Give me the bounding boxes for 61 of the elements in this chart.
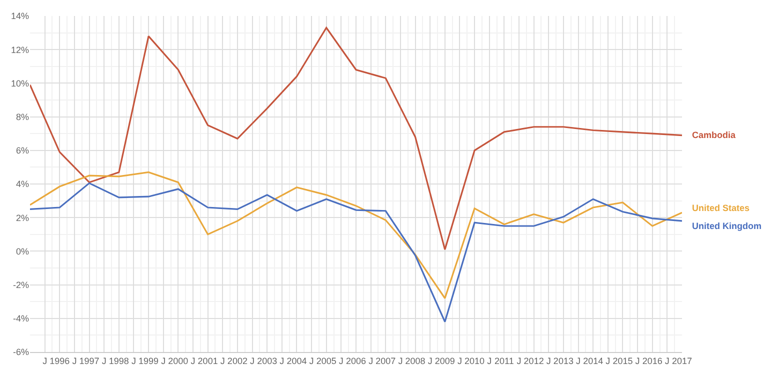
x-tick-label: 2015 — [612, 356, 633, 366]
y-tick-label: 6% — [16, 146, 29, 156]
x-tick-label: 2005 — [316, 356, 336, 366]
y-tick-label: 8% — [16, 112, 29, 122]
x-tick-label: J — [635, 356, 640, 366]
y-tick-label: -2% — [12, 280, 29, 290]
x-tick-label: J — [546, 356, 551, 366]
x-tick-label: J — [338, 356, 344, 366]
x-tick-label: 2004 — [286, 356, 307, 366]
x-tick-label: 2000 — [168, 356, 188, 366]
y-tick-label: 2% — [16, 212, 29, 223]
y-tick-label: 10% — [10, 78, 29, 88]
x-tick-label: 2003 — [257, 356, 278, 366]
line-series — [30, 182, 682, 323]
line-series — [30, 171, 682, 300]
x-tick-label: 2001 — [198, 356, 218, 366]
x-tick-label: 2008 — [405, 356, 426, 366]
x-tick-label: 2010 — [464, 356, 485, 366]
line-series — [30, 26, 682, 250]
y-tick-label: -6% — [12, 347, 29, 358]
x-tick-label: 2006 — [346, 356, 366, 366]
x-tick-label: J — [576, 356, 581, 366]
x-tick-label: 2002 — [227, 356, 248, 366]
x-tick-label: 2017 — [672, 356, 692, 366]
x-tick-label: J — [516, 356, 522, 366]
series-label: United Kingdom — [692, 221, 762, 231]
x-tick-label: J — [131, 356, 136, 366]
x-tick-label: J — [428, 356, 432, 366]
y-tick-label: 0% — [16, 246, 29, 256]
x-tick-label: 1998 — [108, 356, 129, 366]
x-tick-label: 2012 — [524, 356, 544, 366]
x-tick-label: J — [280, 356, 284, 366]
x-tick-label: J — [606, 356, 610, 366]
x-tick-label: 1999 — [138, 356, 159, 366]
x-tick-label: J — [309, 356, 314, 366]
x-tick-label: J — [220, 356, 225, 366]
x-tick-label: J — [398, 356, 403, 366]
x-tick-label: J — [368, 356, 374, 366]
y-tick-label: -4% — [12, 314, 29, 324]
y-tick-label: 14% — [10, 11, 29, 22]
x-tick-label: J — [42, 356, 48, 366]
x-tick-label: 1997 — [79, 356, 100, 366]
x-tick-label: J — [664, 356, 670, 366]
y-tick-label: 4% — [16, 179, 29, 190]
x-tick-label: J — [457, 356, 462, 366]
x-tick-label: 2014 — [583, 356, 604, 366]
x-tick-label: 2009 — [434, 356, 455, 366]
x-tick-label: 2013 — [553, 356, 574, 366]
x-tick-label: J — [250, 356, 255, 366]
x-tick-label: 2011 — [494, 356, 514, 366]
series-label: United States — [692, 203, 750, 213]
y-tick-label: 12% — [10, 44, 29, 55]
x-tick-label: J — [161, 356, 166, 366]
x-tick-label: 1996 — [50, 356, 70, 366]
x-tick-label: J — [72, 356, 77, 366]
series-label: Cambodia — [692, 130, 736, 140]
x-tick-label: 2016 — [642, 356, 662, 366]
x-tick-label: J — [190, 356, 196, 366]
x-tick-label: J — [102, 356, 106, 366]
x-tick-label: J — [487, 356, 492, 366]
x-tick-label: 2007 — [376, 356, 396, 366]
